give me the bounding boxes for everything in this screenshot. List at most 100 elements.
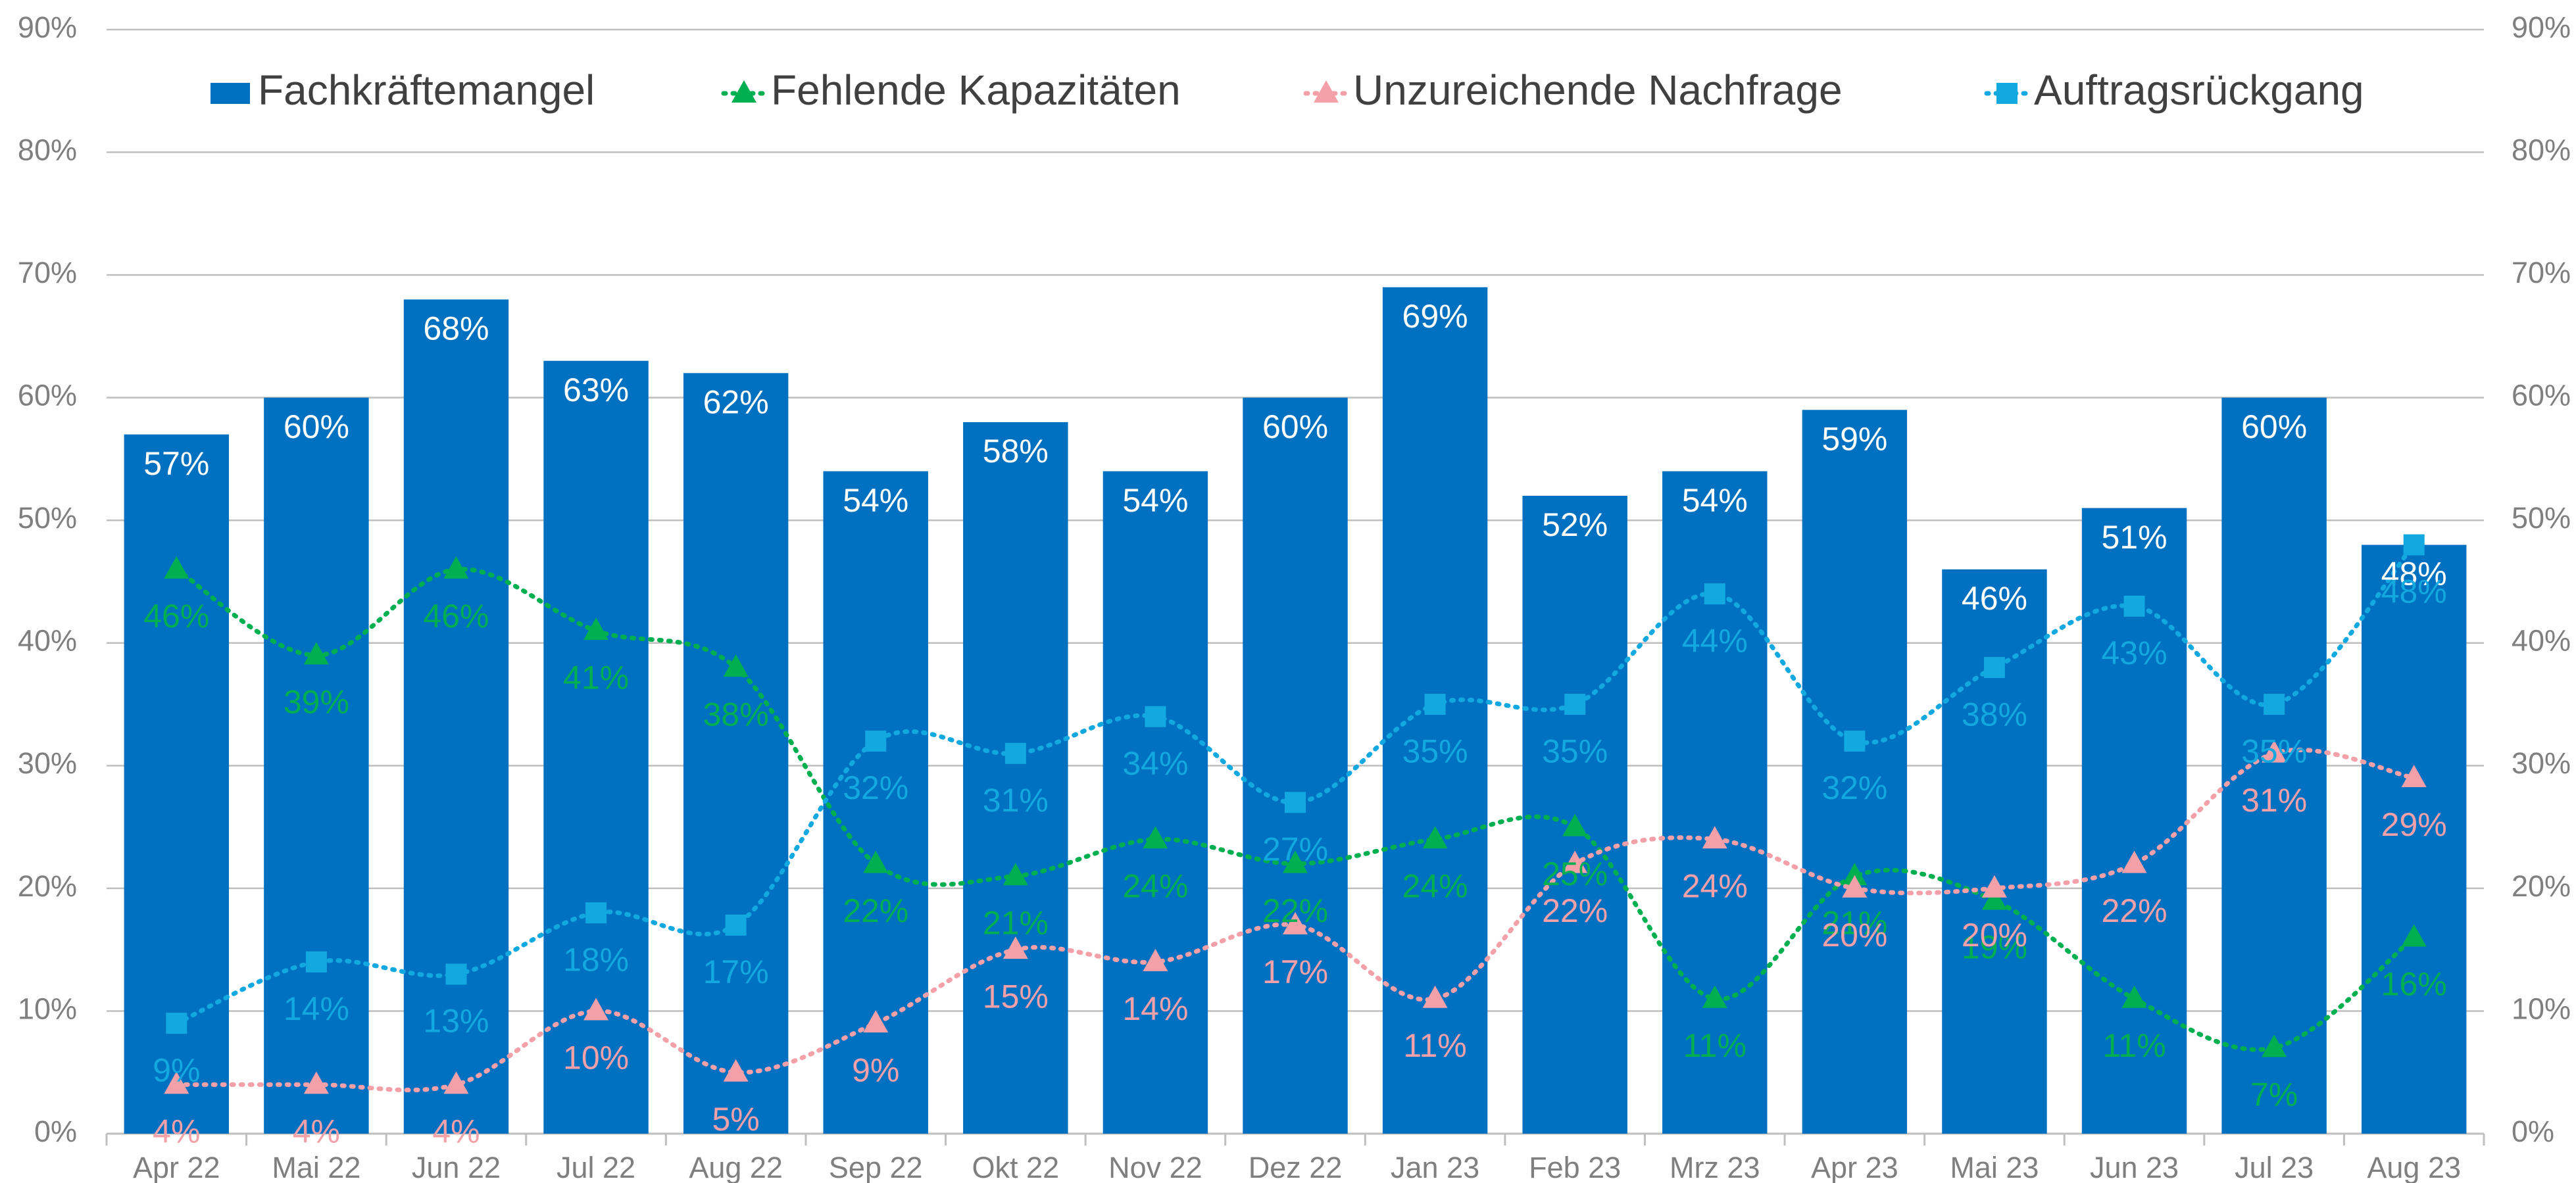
y2-tick-label: 40% xyxy=(2512,624,2571,658)
y-tick-label: 90% xyxy=(18,11,77,44)
data-label: 52% xyxy=(1542,506,1608,543)
x-tick-label: Aug 22 xyxy=(689,1151,783,1183)
data-label: 69% xyxy=(1402,298,1468,335)
y2-tick-label: 80% xyxy=(2512,133,2571,166)
marker xyxy=(443,1071,469,1094)
marker xyxy=(1422,985,1448,1008)
marker xyxy=(166,1013,187,1034)
data-label: 34% xyxy=(1122,745,1188,782)
data-label: 48% xyxy=(2381,573,2447,610)
data-label: 22% xyxy=(1262,892,1328,929)
bar xyxy=(403,299,509,1134)
marker xyxy=(2262,740,2287,763)
marker xyxy=(725,914,747,936)
data-label: 29% xyxy=(2381,806,2447,843)
marker xyxy=(723,1059,749,1082)
data-label: 48% xyxy=(2381,556,2447,592)
marker xyxy=(583,998,609,1021)
data-label: 58% xyxy=(983,433,1049,470)
data-label: 32% xyxy=(1821,769,1887,806)
marker xyxy=(731,80,756,103)
marker xyxy=(164,1071,189,1094)
data-label: 43% xyxy=(2101,635,2167,671)
data-label: 46% xyxy=(1962,580,2027,617)
data-label: 14% xyxy=(1122,990,1188,1027)
data-label: 20% xyxy=(1962,917,2027,954)
marker xyxy=(583,617,609,640)
marker xyxy=(1562,850,1588,873)
bar xyxy=(2221,397,2327,1134)
line xyxy=(174,543,2417,1026)
bar xyxy=(683,373,789,1134)
data-label: 4% xyxy=(293,1113,340,1150)
x-tick-label: Sep 22 xyxy=(829,1151,923,1183)
marker xyxy=(1981,887,2007,910)
data-label: 17% xyxy=(1262,954,1328,990)
data-label: 60% xyxy=(2241,408,2307,445)
data-label: 31% xyxy=(983,782,1049,819)
y-tick-label: 80% xyxy=(18,133,77,166)
data-label: 44% xyxy=(1682,622,1748,659)
data-label: 4% xyxy=(153,1113,200,1150)
marker xyxy=(1422,826,1448,849)
data-label: 38% xyxy=(703,696,769,733)
data-label: 35% xyxy=(1542,733,1608,769)
data-label: 54% xyxy=(843,482,908,519)
bar xyxy=(1662,471,1768,1134)
x-tick-label: Apr 23 xyxy=(1811,1151,1898,1183)
x-tick-label: Jun 23 xyxy=(2090,1151,2179,1183)
y-tick-label: 50% xyxy=(18,501,77,535)
x-tick-label: Jul 23 xyxy=(2235,1151,2314,1183)
y2-tick-label: 10% xyxy=(2512,992,2571,1025)
data-label: 14% xyxy=(284,990,349,1027)
data-label: 24% xyxy=(1682,867,1748,904)
y-tick-label: 30% xyxy=(18,746,77,780)
data-label: 15% xyxy=(983,978,1049,1015)
x-tick-label: Apr 22 xyxy=(133,1151,220,1183)
marker xyxy=(863,1010,889,1033)
x-tick-label: Aug 23 xyxy=(2367,1151,2461,1183)
marker xyxy=(2121,850,2147,873)
data-label: 24% xyxy=(1402,867,1468,904)
data-label: 32% xyxy=(843,769,908,806)
bar xyxy=(2361,544,2467,1134)
x-tick-label: Mai 22 xyxy=(272,1151,360,1183)
data-label: 9% xyxy=(852,1051,899,1088)
bar xyxy=(1243,397,1348,1134)
data-label: 35% xyxy=(2241,733,2307,769)
marker xyxy=(1704,583,1725,605)
marker xyxy=(2123,595,2145,617)
y2-tick-label: 60% xyxy=(2512,379,2571,412)
marker xyxy=(443,556,469,579)
x-tick-label: Mrz 23 xyxy=(1670,1151,1760,1183)
data-label: 59% xyxy=(1821,421,1887,458)
marker xyxy=(1564,694,1586,715)
data-label: 10% xyxy=(563,1040,629,1076)
bar xyxy=(1102,471,1208,1134)
data-label: 18% xyxy=(563,941,629,978)
marker xyxy=(303,1071,329,1094)
marker xyxy=(1143,826,1168,849)
data-label: 11% xyxy=(1403,1027,1466,1064)
marker xyxy=(164,556,189,579)
marker xyxy=(2121,985,2147,1008)
data-label: 46% xyxy=(423,598,489,635)
y-tick-label: 60% xyxy=(18,379,77,412)
y2-tick-label: 70% xyxy=(2512,256,2571,289)
marker xyxy=(1996,83,2018,104)
data-label: 22% xyxy=(843,892,908,929)
data-label: 22% xyxy=(1542,892,1608,929)
marker xyxy=(1981,875,2007,898)
y-tick-label: 40% xyxy=(18,624,77,658)
marker xyxy=(1283,850,1308,873)
marker xyxy=(445,963,467,985)
data-label: 57% xyxy=(143,445,209,482)
marker xyxy=(1003,936,1028,959)
data-label: 17% xyxy=(703,954,769,990)
data-label: 63% xyxy=(563,372,629,408)
x-tick-label: Dez 22 xyxy=(1249,1151,1343,1183)
bar xyxy=(1942,569,2047,1134)
legend-label: Fachkräftemangel xyxy=(258,66,595,114)
y2-tick-label: 20% xyxy=(2512,869,2571,903)
